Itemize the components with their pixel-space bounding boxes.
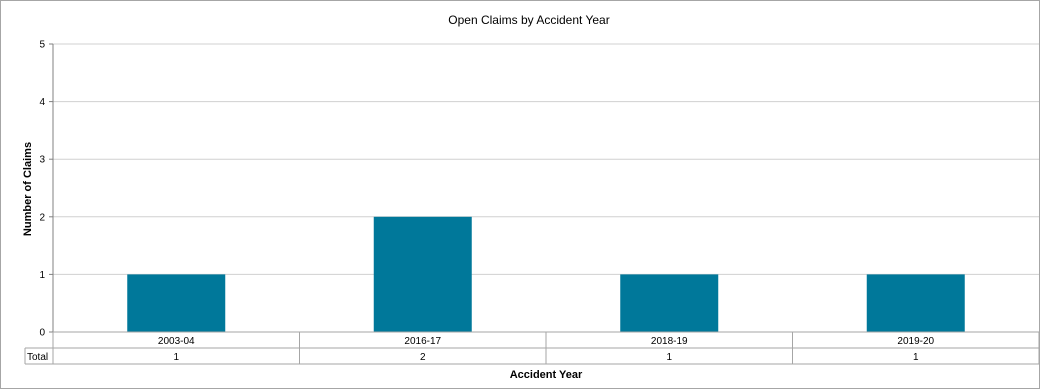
x-tick-label: 2019-20: [897, 336, 934, 347]
y-tick-label: 2: [39, 212, 45, 223]
y-tick-label: 3: [39, 155, 45, 166]
x-tick-label: 2018-19: [651, 336, 688, 347]
table-value: 1: [666, 352, 672, 363]
x-tick-label: 2003-04: [158, 336, 195, 347]
data-table: 2003-04 1 2016-17 2 2018-19 1 2019-20 1 Total: [24, 331, 1040, 365]
bar-2018-19: [620, 274, 719, 332]
table-value: 2: [420, 352, 426, 363]
table-series-label: Total: [27, 352, 48, 363]
bar-2019-20: [866, 274, 965, 332]
bar-2003-04: [127, 274, 226, 332]
x-axis-title: Accident Year: [510, 369, 583, 381]
y-tick-label: 0: [39, 328, 45, 339]
y-tick-labels: 0 1 2 3 4 5: [39, 40, 45, 339]
table-value: 1: [173, 352, 179, 363]
chart-title: Open Claims by Accident Year: [448, 13, 609, 27]
bar-2016-17: [373, 216, 472, 332]
y-tick-label: 4: [39, 97, 45, 108]
table-value: 1: [913, 352, 919, 363]
y-axis-title: Number of Claims: [22, 142, 34, 236]
x-tick-label: 2016-17: [404, 336, 441, 347]
bars: [127, 216, 965, 332]
y-tick-label: 5: [39, 40, 45, 51]
y-tick-label: 1: [39, 270, 45, 281]
